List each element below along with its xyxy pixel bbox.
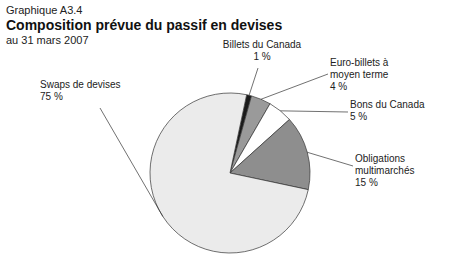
svg-text:Euro-billets àmoyen terme4 %: Euro-billets àmoyen terme4 % [330,57,389,92]
svg-text:Bons du Canada5 %: Bons du Canada5 % [350,99,425,122]
svg-text:Obligationsmultimarchés15 %: Obligationsmultimarchés15 % [355,153,414,188]
html-text:Composition prévue du passif e: Composition prévue du passif en devises [6,17,283,33]
html-text:au 31 mars 2007: au 31 mars 2007 [6,34,89,46]
svg-text:Billets du Canada1 %: Billets du Canada1 % [223,39,302,62]
svg-text:Swaps de devises75 %: Swaps de devises75 % [40,79,121,102]
html-text:Graphique A3.4: Graphique A3.4 [6,4,83,16]
